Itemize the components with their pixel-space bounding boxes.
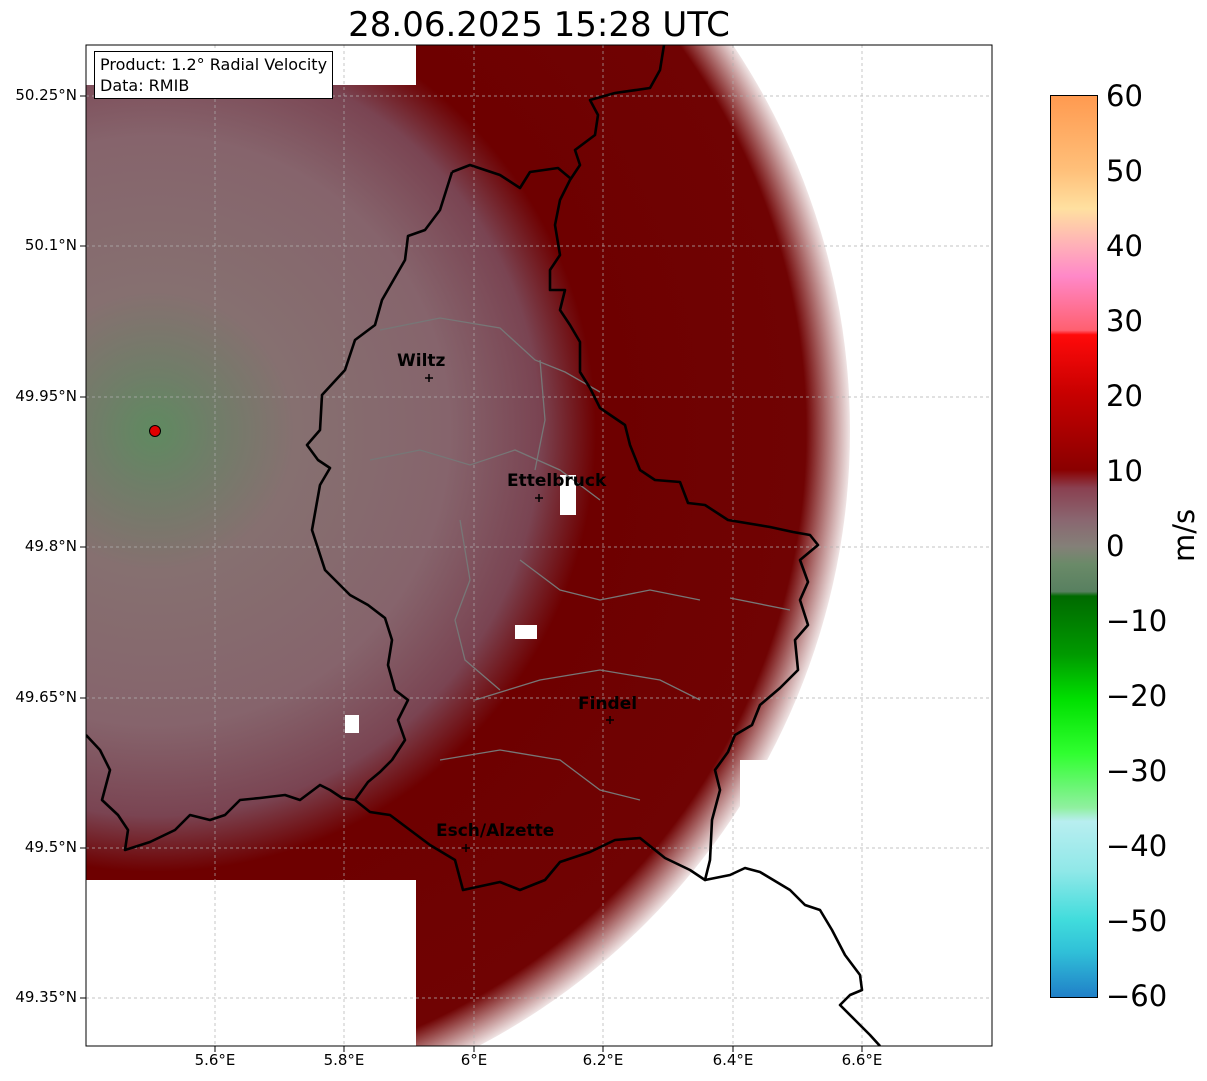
lat-tick-label: 49.35°N — [15, 988, 77, 1006]
wiltz-border-north — [451, 163, 571, 190]
map-title: 28.06.2025 15:28 UTC — [348, 5, 730, 45]
city-label-wiltz: Wiltz — [397, 351, 446, 371]
lu-border — [305, 45, 820, 892]
city-label-ettelbruck: Ettelbruck — [507, 471, 607, 491]
lat-tick-label: 49.65°N — [15, 688, 77, 706]
colorbar-tick-label: 60 — [1106, 79, 1143, 113]
city-markers — [425, 374, 614, 852]
city-label-esch-alzette: Esch/Alzette — [436, 821, 555, 841]
colorbar-tick-label: 50 — [1106, 154, 1143, 188]
lon-tick-label: 6.6°E — [841, 1051, 883, 1069]
fr-de-border — [704, 866, 881, 1046]
colorbar-tick-label: 20 — [1106, 379, 1143, 413]
product-label: Product: 1.2° Radial Velocity — [100, 55, 328, 74]
lon-tick-label: 6.2°E — [582, 1051, 624, 1069]
colorbar-unit-label: m/s — [1167, 508, 1201, 562]
lon-tick-label: 5.8°E — [323, 1051, 365, 1069]
lat-tick-label: 49.95°N — [15, 387, 77, 405]
lat-tick-label: 49.8°N — [24, 537, 77, 555]
data-source-label: Data: RMIB — [100, 76, 190, 95]
radar-site-marker — [149, 425, 161, 437]
colorbar-tick-label: −10 — [1106, 604, 1168, 638]
lat-tick-label: 50.1°N — [24, 236, 77, 254]
lat-tick-label: 50.25°N — [15, 86, 77, 104]
colorbar-tick-label: −60 — [1106, 979, 1168, 1013]
colorbar-tick-label: −50 — [1106, 904, 1168, 938]
lon-tick-label: 5.6°E — [194, 1051, 236, 1069]
colorbar-tick-label: −30 — [1106, 754, 1168, 788]
lon-tick-label: 6°E — [460, 1051, 488, 1069]
be-fr-border — [86, 734, 356, 852]
city-label-findel: Findel — [578, 694, 638, 714]
canton-borders — [369, 317, 791, 801]
colorbar-tick-label: 30 — [1106, 304, 1143, 338]
colorbar-tick-label: 40 — [1106, 229, 1143, 263]
map-frame — [85, 44, 993, 1047]
colorbar-tick-label: 10 — [1106, 454, 1143, 488]
national-borders — [86, 45, 881, 1046]
product-info-box: Product: 1.2° Radial Velocity Data: RMIB — [94, 51, 334, 99]
colorbar-tick-label: 0 — [1106, 529, 1125, 563]
lat-tick-label: 49.5°N — [24, 838, 77, 856]
colorbar-tick-label: −20 — [1106, 679, 1168, 713]
lon-tick-label: 6.4°E — [712, 1051, 754, 1069]
colorbar-tick-label: −40 — [1106, 829, 1168, 863]
velocity-colorbar — [1050, 95, 1098, 998]
